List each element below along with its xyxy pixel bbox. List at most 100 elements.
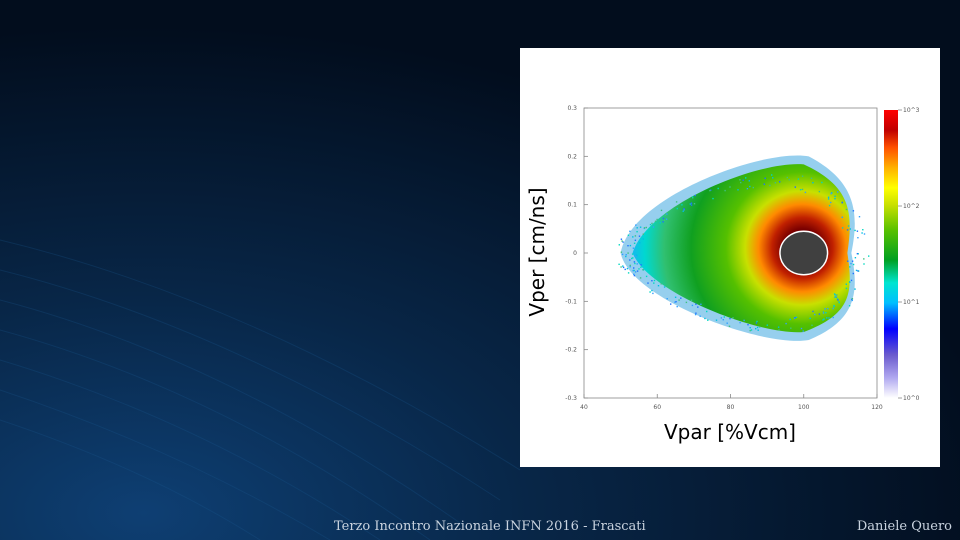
x-tick-label: 40: [580, 404, 588, 411]
scatter-speckle: [828, 204, 831, 207]
scatter-speckle: [728, 325, 731, 327]
scatter-speckle: [629, 264, 631, 267]
scatter-speckle: [756, 320, 758, 323]
scatter-speckle: [634, 271, 637, 273]
scatter-speckle: [841, 216, 843, 218]
scatter-speckle: [651, 222, 653, 225]
y-axis-title: Vper [cm/ns]: [525, 187, 549, 316]
scatter-speckle: [640, 264, 642, 266]
scatter-speckle: [690, 204, 693, 206]
scatter-speckle: [739, 321, 741, 324]
scatter-speckle: [849, 228, 851, 230]
scatter-speckle: [774, 182, 777, 184]
scatter-speckle: [759, 326, 761, 328]
scatter-speckle: [854, 229, 856, 232]
scatter-speckle: [636, 270, 639, 272]
scatter-speckle: [769, 184, 771, 187]
scatter-speckle: [851, 260, 854, 262]
scatter-speckle: [825, 312, 827, 314]
scatter-speckle: [827, 308, 829, 310]
scatter-speckle: [645, 275, 648, 278]
scatter-speckle: [834, 294, 836, 296]
scatter-speckle: [653, 282, 655, 284]
scatter-speckle: [625, 254, 627, 256]
scatter-speckle: [689, 203, 691, 205]
scatter-speckle: [854, 257, 857, 259]
scatter-speckle: [652, 226, 655, 228]
scatter-speckle: [631, 257, 633, 260]
scatter-speckle: [749, 185, 751, 188]
scatter-speckle: [627, 234, 630, 236]
scatter-speckle: [649, 223, 652, 226]
scatter-speckle: [855, 269, 858, 272]
y-tick-label: 0: [573, 250, 577, 257]
scatter-speckle: [657, 285, 660, 287]
scatter-speckle: [624, 268, 626, 271]
scatter-speckle: [635, 224, 637, 226]
scatter-speckle: [723, 316, 725, 318]
scatter-speckle: [636, 231, 638, 233]
heatmap-chart: 40 60 80 100 120 0.3 0.2 0.1 0 -0.1 -0.2 -0.3 Vpar…: [525, 105, 920, 444]
scatter-speckle: [676, 305, 678, 308]
colorbar-tick-label: 10^0: [903, 395, 920, 402]
scatter-speckle: [857, 270, 859, 272]
scatter-speckle: [674, 296, 677, 298]
scatter-speckle: [845, 208, 848, 211]
scatter-speckle: [833, 304, 835, 307]
scatter-speckle: [778, 329, 780, 331]
scatter-speckle: [724, 189, 726, 192]
scatter-speckle: [722, 319, 724, 321]
scatter-speckle: [852, 210, 855, 212]
x-axis-title: Vpar [%Vcm]: [664, 420, 796, 444]
scatter-speckle: [634, 235, 637, 237]
scatter-speckle: [620, 266, 622, 268]
scatter-speckle: [720, 317, 723, 319]
scatter-speckle: [629, 266, 631, 268]
scatter-speckle: [740, 181, 742, 184]
scatter-speckle: [632, 269, 634, 272]
scatter-speckle: [654, 220, 657, 222]
scatter-speckle: [861, 232, 863, 234]
scatter-speckle: [704, 317, 706, 320]
scatter-speckle: [712, 197, 714, 200]
scatter-speckle: [737, 189, 739, 191]
scatter-speckle: [830, 201, 832, 204]
scatter-speckle: [632, 247, 635, 249]
scatter-speckle: [856, 253, 859, 255]
scatter-speckle: [850, 279, 853, 282]
figure-panel: 40 60 80 100 120 0.3 0.2 0.1 0 -0.1 -0.2 -0.3 Vpar…: [520, 48, 940, 467]
scatter-speckle: [795, 316, 798, 318]
scatter-speckle: [764, 177, 766, 179]
scatter-speckle: [834, 195, 836, 197]
y-tick-label: 0.3: [567, 105, 577, 112]
scatter-speckle: [695, 312, 697, 314]
scatter-speckle: [833, 305, 835, 308]
scatter-speckle: [838, 301, 840, 303]
scatter-speckle: [742, 179, 744, 181]
colorbar-tick-label: 10^3: [903, 107, 920, 114]
scatter-speckle: [691, 196, 694, 198]
scatter-speckle: [827, 198, 830, 200]
scatter-speckle: [851, 299, 853, 302]
scatter-speckle: [804, 191, 807, 194]
x-tick-label: 60: [653, 404, 661, 411]
scatter-speckle: [676, 207, 678, 210]
scatter-speckle: [854, 288, 856, 290]
x-tick-label: 120: [871, 404, 883, 411]
scatter-speckle: [640, 266, 642, 268]
scatter-speckle: [811, 324, 813, 326]
scatter-speckle: [777, 326, 780, 328]
scatter-speckle: [622, 266, 625, 269]
scatter-speckle: [851, 298, 854, 300]
scatter-speckle: [862, 229, 864, 231]
scatter-speckle: [633, 267, 635, 269]
scatter-speckle: [863, 258, 865, 260]
scatter-speckle: [822, 319, 824, 321]
scatter-speckle: [656, 218, 658, 221]
scatter-speckle: [634, 262, 636, 265]
scatter-speckle: [766, 324, 768, 326]
scatter-speckle: [699, 315, 701, 317]
scatter-speckle: [635, 254, 638, 256]
scatter-speckle: [852, 272, 854, 275]
scatter-speckle: [812, 182, 814, 184]
